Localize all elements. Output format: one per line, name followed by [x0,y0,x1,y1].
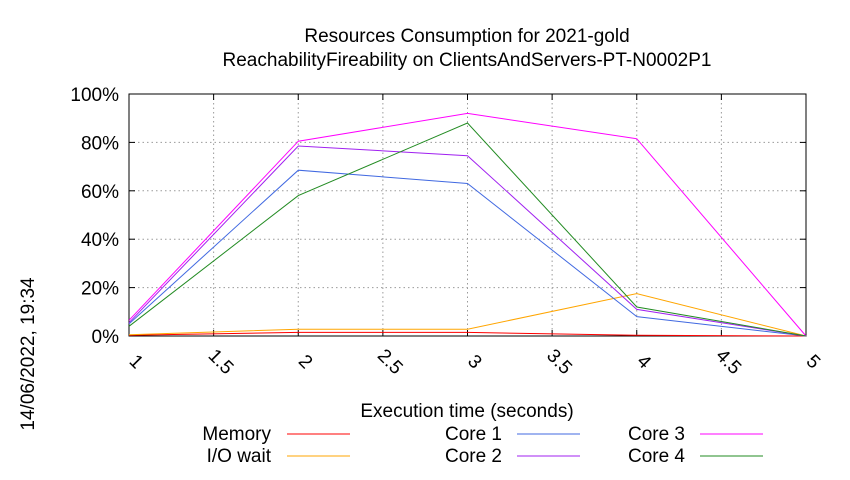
series-line-core-2 [128,145,807,337]
legend-label: Core 2 [445,446,502,467]
legend-label: Memory [202,424,271,445]
legend-entry: Memory [202,424,350,445]
chart-subtitle: ReachabilityFireability on ClientsAndSer… [223,50,712,71]
x-axis-label: Execution time (seconds) [360,401,573,422]
legend-label: Core 4 [628,446,685,467]
y-tick-label: 100% [70,85,119,106]
legend-entry: Core 4 [628,446,763,467]
legend-entry: Core 3 [628,424,763,445]
series-line-i-o-wait [128,293,807,337]
y-tick-label: 0% [92,327,120,348]
legend-label: Core 1 [445,424,502,445]
plot-frame [128,93,807,337]
legend-entry: Core 1 [445,424,580,445]
series-line-core-3 [128,112,807,337]
legend-entry: I/O wait [207,446,350,467]
legend-label: I/O wait [207,446,272,467]
chart-title: Resources Consumption for 2021-gold [304,26,629,47]
y-tick-label: 80% [81,133,119,154]
series-layer [128,112,807,337]
series-line-core-1 [128,169,807,337]
axis-layer [128,93,807,337]
series-line-memory [128,331,807,337]
y-tick-label: 20% [81,279,119,300]
y-tick-label: 60% [81,182,119,203]
series-line-core-4 [128,122,807,337]
legend-entry: Core 2 [445,446,580,467]
legend-label: Core 3 [628,424,685,445]
side-timestamp: 14/06/2022, 19:34 [18,277,39,431]
y-tick-label: 40% [81,230,119,251]
